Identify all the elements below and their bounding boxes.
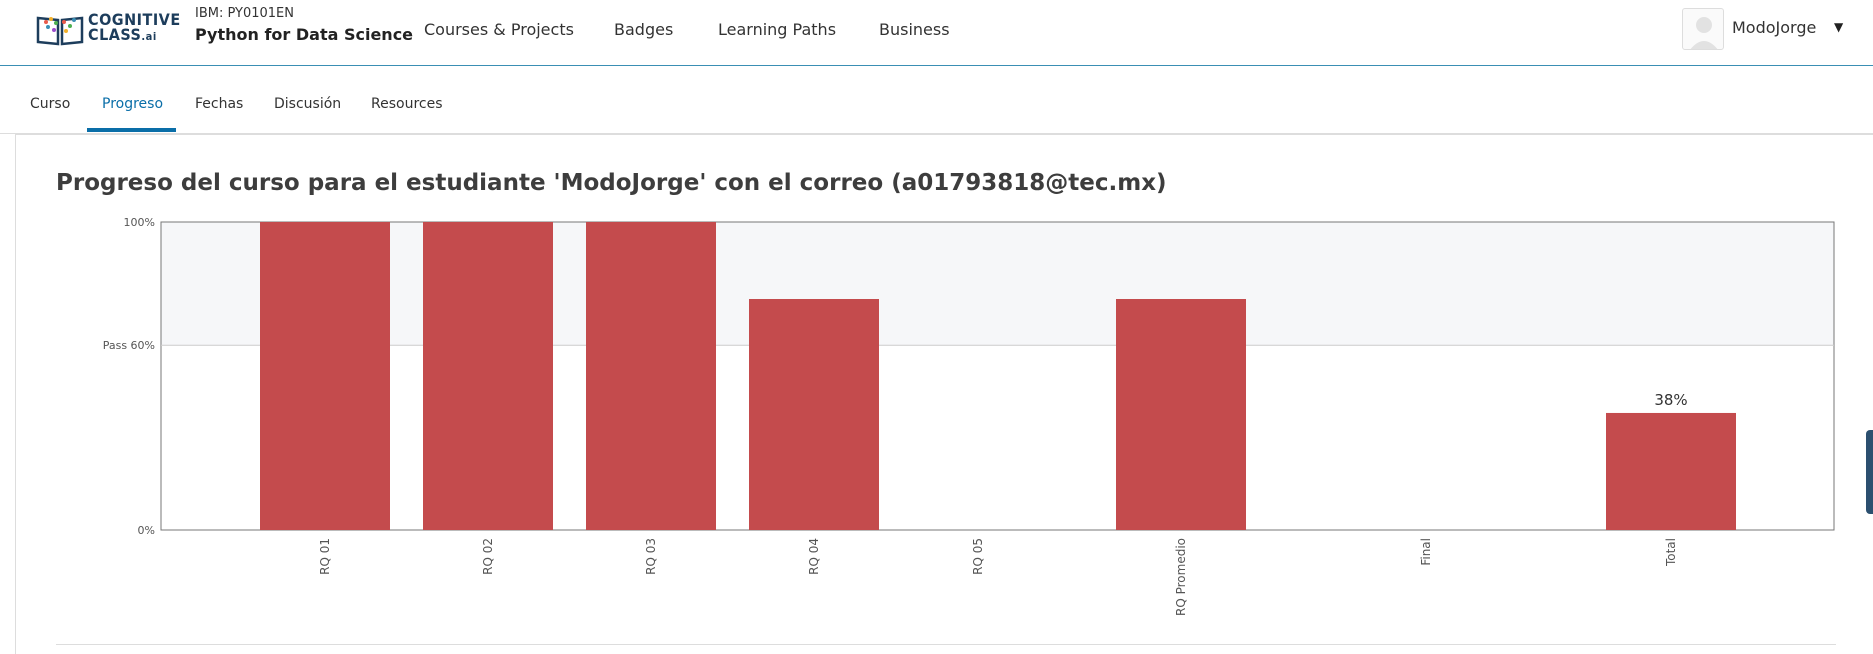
- x-tick-label: Final: [1419, 538, 1433, 566]
- x-tick-label: RQ 01: [318, 538, 332, 575]
- course-tabs: Curso Progreso Fechas Discusión Resource…: [0, 66, 1873, 134]
- chart-bar: [586, 222, 716, 530]
- active-tab-indicator: [87, 128, 176, 132]
- avatar[interactable]: [1682, 8, 1724, 50]
- divider: [56, 644, 1836, 645]
- course-org: IBM: PY0101EN: [195, 6, 294, 21]
- x-tick-label: RQ 02: [481, 538, 495, 575]
- y-tick-label: 100%: [124, 216, 155, 229]
- tab-curso[interactable]: Curso: [30, 96, 71, 112]
- logo-suffix: .ai: [141, 30, 157, 43]
- chevron-down-icon[interactable]: ▼: [1834, 20, 1844, 34]
- username[interactable]: ModoJorge: [1732, 18, 1817, 37]
- nav-badges[interactable]: Badges: [614, 20, 674, 39]
- plot-border: [160, 221, 1835, 531]
- nav-learning-paths[interactable]: Learning Paths: [718, 20, 837, 39]
- x-tick-label: RQ 05: [971, 538, 985, 575]
- tab-resources[interactable]: Resources: [371, 96, 443, 112]
- course-name[interactable]: Python for Data Science: [195, 25, 414, 44]
- bar-data-label: 38%: [1654, 391, 1687, 409]
- feedback-side-tab[interactable]: [1866, 430, 1873, 514]
- chart-bar: [749, 299, 879, 530]
- nav-business[interactable]: Business: [879, 20, 950, 39]
- logo-line1: COGNITIVE: [88, 10, 181, 29]
- x-tick-label: RQ 03: [644, 538, 658, 575]
- chart-bar: [1606, 412, 1736, 530]
- logo-wordmark: COGNITIVE CLASS.ai: [88, 12, 181, 44]
- nav-courses-projects[interactable]: Courses & Projects: [424, 20, 574, 39]
- x-tick-label: Total: [1664, 538, 1678, 567]
- logo-mark-icon: [36, 16, 84, 46]
- progress-panel: [15, 134, 1873, 654]
- cognitive-class-logo[interactable]: COGNITIVE CLASS.ai: [36, 12, 180, 46]
- logo-class: CLASS: [88, 25, 142, 44]
- x-tick-label: RQ 04: [807, 538, 821, 575]
- chart-bar: [260, 222, 390, 530]
- chart-bar: [1116, 299, 1246, 530]
- y-tick-label: Pass 60%: [103, 339, 155, 352]
- logo-line2: CLASS.ai: [88, 27, 181, 44]
- tab-progreso[interactable]: Progreso: [102, 96, 164, 112]
- chart-bar: [423, 222, 553, 530]
- user-avatar-icon: [1690, 17, 1718, 49]
- tab-fechas[interactable]: Fechas: [195, 96, 244, 112]
- top-header: COGNITIVE CLASS.ai IBM: PY0101EN Python …: [0, 0, 1873, 66]
- y-tick-label: 0%: [138, 524, 155, 537]
- page-title: Progreso del curso para el estudiante 'M…: [56, 170, 1167, 196]
- tab-discusion[interactable]: Discusión: [274, 96, 342, 112]
- pass-band: [161, 222, 1834, 346]
- x-tick-label: RQ Promedio: [1174, 538, 1188, 616]
